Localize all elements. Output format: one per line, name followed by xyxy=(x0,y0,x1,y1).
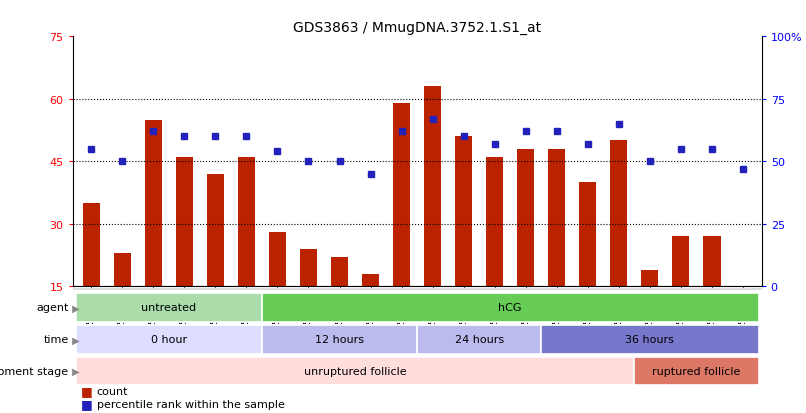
Bar xyxy=(331,258,348,287)
Bar xyxy=(455,137,472,287)
Bar xyxy=(424,87,441,287)
Bar xyxy=(362,274,379,287)
Bar xyxy=(76,325,262,354)
Bar xyxy=(114,253,131,287)
Text: 24 hours: 24 hours xyxy=(455,335,504,344)
Text: percentile rank within the sample: percentile rank within the sample xyxy=(97,399,285,409)
Bar xyxy=(580,183,596,287)
Bar xyxy=(393,104,410,287)
Bar xyxy=(704,237,721,287)
Bar xyxy=(145,120,162,287)
Text: time: time xyxy=(44,335,69,344)
Text: ▶: ▶ xyxy=(69,366,80,376)
Bar xyxy=(76,293,262,322)
Text: untreated: untreated xyxy=(141,303,197,313)
Bar xyxy=(262,293,758,322)
Text: ▶: ▶ xyxy=(69,335,80,344)
Text: ■: ■ xyxy=(81,385,93,397)
Bar xyxy=(300,249,317,287)
Bar xyxy=(76,357,634,386)
Text: count: count xyxy=(97,387,128,396)
Bar xyxy=(262,325,418,354)
Text: 12 hours: 12 hours xyxy=(315,335,364,344)
Text: ■: ■ xyxy=(81,397,93,410)
Bar xyxy=(610,141,627,287)
Bar xyxy=(548,150,565,287)
Title: GDS3863 / MmugDNA.3752.1.S1_at: GDS3863 / MmugDNA.3752.1.S1_at xyxy=(293,21,541,35)
Text: 0 hour: 0 hour xyxy=(151,335,187,344)
Text: hCG: hCG xyxy=(498,303,522,313)
Text: agent: agent xyxy=(36,303,69,313)
Bar xyxy=(418,325,542,354)
Bar xyxy=(269,233,286,287)
Text: ruptured follicle: ruptured follicle xyxy=(652,366,741,376)
Bar xyxy=(207,174,224,287)
Text: 36 hours: 36 hours xyxy=(625,335,675,344)
Bar xyxy=(542,325,758,354)
Bar xyxy=(238,158,255,287)
Bar xyxy=(672,237,689,287)
Bar xyxy=(83,204,100,287)
Bar xyxy=(486,158,503,287)
Bar xyxy=(517,150,534,287)
Bar xyxy=(642,270,659,287)
Text: development stage: development stage xyxy=(0,366,69,376)
Text: unruptured follicle: unruptured follicle xyxy=(304,366,406,376)
Bar xyxy=(734,287,751,291)
Bar xyxy=(176,158,193,287)
Bar xyxy=(634,357,758,386)
Text: ▶: ▶ xyxy=(69,303,80,313)
